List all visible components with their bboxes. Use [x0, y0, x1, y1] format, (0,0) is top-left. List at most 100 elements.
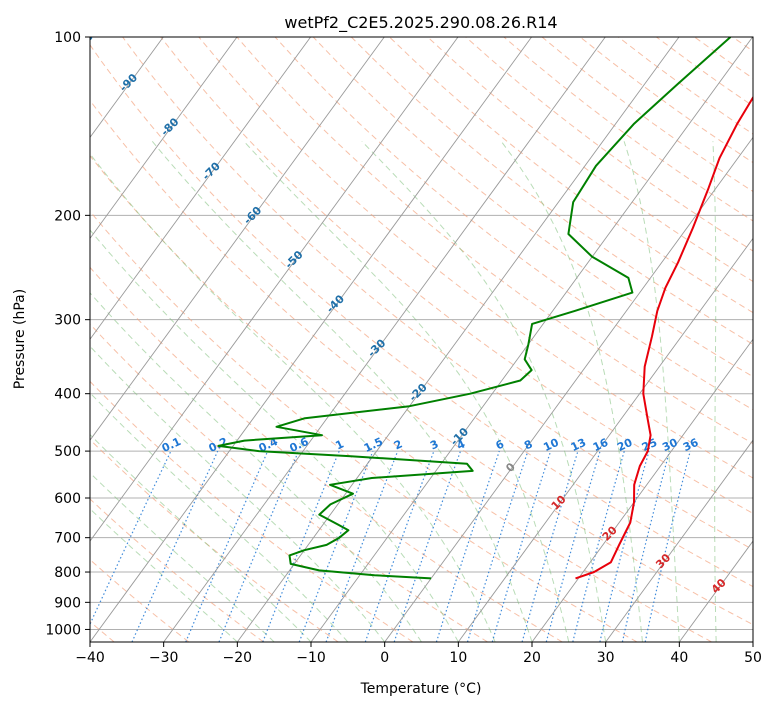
pressure-gridlines — [90, 37, 753, 630]
isotherm-label: -90 — [117, 71, 140, 94]
x-tick-label: −20 — [223, 650, 253, 666]
mixing-ratio-label: 10 — [541, 436, 561, 454]
dry-adiabat — [160, 37, 753, 514]
y-tick-label: 300 — [54, 313, 81, 329]
dry-adiabat — [90, 99, 753, 626]
moist-adiabat — [500, 141, 643, 642]
x-tick-label: 50 — [744, 650, 762, 666]
mixing-ratio-line — [545, 450, 601, 642]
background-labels: 0.1 0.2 0.4 0.6 1 1.5 2 3 4 6 8 10 13 16 20 25 30 36-100-… — [90, 37, 729, 596]
x-axis-label: Temperature (°C) — [360, 681, 482, 697]
mixing-ratio-label: 13 — [569, 436, 588, 454]
x-tick-label: 0 — [380, 650, 389, 666]
dry-adiabat — [617, 37, 753, 135]
mixing-ratio-label: 0.1 — [160, 435, 183, 455]
y-tick-label: 400 — [54, 387, 81, 403]
mixing-ratio-line — [393, 450, 462, 642]
moist-adiabat — [90, 345, 386, 642]
moist-adiabat — [623, 141, 680, 642]
moist-adiabat — [151, 140, 533, 642]
isotherm-label: -70 — [200, 159, 223, 182]
isotherm-label: -40 — [324, 292, 347, 315]
isotherm-label: -10 — [448, 425, 471, 448]
moist-adiabat — [90, 153, 496, 642]
dry-adiabat — [90, 154, 712, 642]
mixing-ratio-line — [572, 450, 625, 642]
y-tick-label: 500 — [54, 444, 81, 460]
isotherm-label: -80 — [158, 115, 181, 138]
mixing-ratio-label: 30 — [660, 436, 680, 454]
mixing-ratio-label: 20 — [615, 436, 635, 454]
y-tick-label: 200 — [54, 208, 81, 224]
x-tick-label: −40 — [75, 650, 105, 666]
moist-adiabat — [90, 472, 275, 642]
isotherm — [605, 439, 753, 642]
y-tick-label: 100 — [54, 30, 81, 46]
dry-adiabat — [541, 37, 753, 193]
mixing-ratio-line — [364, 450, 435, 642]
dry-adiabat — [389, 37, 753, 314]
isotherm-label: 10 — [549, 492, 569, 512]
dry-adiabat — [465, 37, 753, 252]
x-axis: −40 −30 −20 −10 0 10 20 30 40 50 — [75, 642, 762, 666]
dry-adiabat — [732, 37, 753, 52]
temperature-profile-line — [575, 95, 753, 580]
isotherm — [236, 37, 680, 642]
y-tick-label: 700 — [54, 531, 81, 547]
mixing-ratio-label: 1 — [333, 437, 345, 452]
moist-adiabats — [90, 140, 717, 642]
moist-adiabat — [712, 141, 717, 642]
mixing-ratio-label: 16 — [591, 436, 611, 454]
moist-adiabat — [361, 140, 607, 642]
dry-adiabats — [90, 37, 775, 642]
dry-adiabat — [427, 37, 753, 283]
plot-area: 0.1 0.2 0.4 0.6 1 1.5 2 3 4 6 8 10 13 16 20 25 30 36-100-… — [90, 37, 775, 642]
mixing-ratio-line — [466, 450, 529, 642]
y-tick-label: 1000 — [45, 622, 81, 638]
moist-adiabat — [90, 508, 238, 642]
mixing-ratio-line — [131, 450, 219, 642]
isotherm-label: -30 — [365, 336, 388, 359]
dry-adiabat — [350, 37, 753, 345]
isotherm-label: 40 — [709, 576, 729, 596]
mixing-ratio-line — [435, 450, 500, 642]
mixing-ratio-label: 36 — [681, 436, 701, 454]
x-tick-label: 30 — [597, 650, 615, 666]
x-tick-label: 10 — [449, 650, 467, 666]
dry-adiabat — [771, 37, 775, 642]
isotherm — [90, 37, 459, 542]
mixing-ratio-label: 1.5 — [362, 435, 385, 455]
mixing-ratio-line — [218, 450, 300, 642]
dewpoint-profile-line — [217, 37, 732, 580]
mixing-ratio-line — [491, 450, 552, 642]
y-tick-label: 800 — [54, 565, 81, 581]
profile-lines — [217, 37, 753, 580]
mixing-ratio-line — [90, 450, 172, 626]
mixing-ratio-line — [262, 450, 340, 642]
x-tick-label: 20 — [523, 650, 541, 666]
isotherm — [90, 37, 532, 642]
mixing-ratio-line — [644, 450, 691, 642]
mixing-ratio-line — [599, 450, 650, 642]
mixing-ratio-line — [185, 450, 269, 642]
moist-adiabat — [90, 433, 312, 642]
isotherm — [310, 37, 753, 642]
isotherm — [678, 540, 753, 642]
x-tick-label: −10 — [296, 650, 326, 666]
dry-adiabat — [312, 37, 753, 378]
isotherm-label: 30 — [653, 551, 673, 571]
dry-adiabat — [236, 37, 753, 445]
isotherm — [163, 37, 606, 642]
dry-adiabat — [90, 266, 563, 642]
mixing-ratio-lines — [90, 450, 691, 642]
isotherm-label: -20 — [407, 381, 430, 404]
moist-adiabat — [90, 392, 349, 642]
isotherm — [90, 37, 311, 340]
isotherm-label: -50 — [282, 248, 305, 271]
y-axis: 100 200 300 400 500 600 700 800 900 1000 — [45, 30, 90, 638]
mixing-ratio-line — [298, 450, 374, 642]
isotherm-label: 20 — [600, 523, 620, 543]
mixing-ratio-line — [621, 450, 671, 642]
dry-adiabat — [90, 44, 753, 588]
